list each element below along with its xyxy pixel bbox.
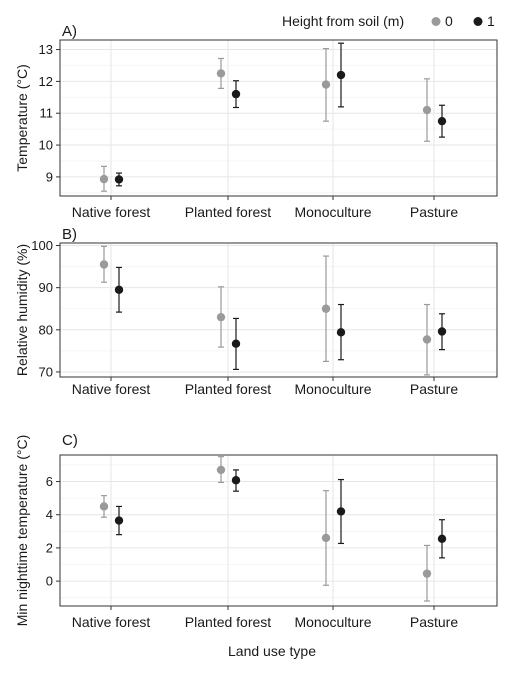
data-point-series-0: [216, 312, 226, 322]
x-tick-label: Native forest: [72, 614, 151, 630]
x-axis-title: Land use type: [228, 643, 316, 659]
data-point-series-1: [114, 175, 124, 184]
x-tick-label: Pasture: [410, 381, 458, 397]
legend-label-0: 0: [445, 13, 453, 29]
panel-min-night-temp: 0 2 4 6 Native forest Planted forest Monocultu…: [14, 432, 498, 630]
y-axis-title: Relative humidity (%): [14, 244, 30, 376]
panels: 9 10 11 12 13 Native forest Planted forest Mono…: [14, 23, 498, 630]
y-tick-label: 2: [46, 540, 53, 555]
data-point-series-1: [336, 328, 346, 337]
y-tick-label: 10: [39, 138, 53, 153]
data-point-series-1: [336, 70, 346, 80]
data-point-series-0: [321, 80, 331, 89]
data-point-series-1: [437, 327, 447, 336]
legend: Height from soil (m) 0 1: [282, 13, 495, 29]
y-tick-label: 13: [39, 42, 53, 57]
x-tick-label: Planted forest: [185, 204, 271, 220]
legend-title: Height from soil (m): [282, 13, 404, 29]
legend-label-1: 1: [487, 13, 495, 29]
x-tick-label: Planted forest: [185, 614, 271, 630]
panel-label: A): [62, 23, 77, 40]
data-point-series-0: [99, 260, 109, 269]
data-point-series-0: [422, 335, 432, 344]
panel-temperature: 9 10 11 12 13 Native forest Planted forest Mono…: [14, 23, 498, 220]
x-tick-label: Monoculture: [294, 381, 371, 397]
data-point-series-0: [422, 569, 432, 578]
data-point-series-0: [99, 174, 109, 184]
y-tick-label: 80: [39, 322, 53, 337]
legend-marker-1: [473, 17, 483, 26]
y-tick-label: 6: [46, 474, 53, 489]
data-point-series-1: [231, 476, 241, 485]
panel-label: B): [62, 226, 77, 243]
data-point-series-0: [321, 533, 331, 543]
y-axis-title: Temperature (°C): [14, 64, 30, 172]
y-tick-label: 90: [39, 280, 53, 295]
y-tick-label: 100: [31, 238, 53, 253]
panel-frame: [59, 454, 498, 607]
data-point-series-1: [437, 534, 447, 543]
y-axis-title: Min nighttime temperature (°C): [14, 435, 30, 627]
x-tick-label: Native forest: [72, 381, 151, 397]
data-point-series-1: [231, 339, 241, 348]
legend-marker-0: [431, 17, 441, 26]
data-point-series-0: [99, 502, 109, 511]
x-tick-label: Native forest: [72, 204, 151, 220]
x-tick-label: Monoculture: [294, 204, 371, 220]
data-point-series-0: [422, 105, 432, 115]
data-point-series-0: [321, 304, 331, 313]
y-tick-label: 70: [39, 364, 53, 379]
x-tick-label: Monoculture: [294, 614, 371, 630]
y-tick-label: 4: [46, 507, 53, 522]
y-tick-label: 12: [39, 74, 53, 89]
panel-label: C): [62, 432, 78, 449]
panel-frame: [59, 242, 498, 378]
x-tick-label: Pasture: [410, 204, 458, 220]
panel-humidity: 70 80 90 100 Native forest Planted forest Mono…: [14, 226, 498, 397]
panel-frame: [59, 39, 498, 197]
data-point-series-1: [114, 285, 124, 294]
y-tick-label: 9: [46, 169, 53, 184]
data-point-series-0: [216, 69, 226, 78]
data-point-series-0: [216, 465, 226, 475]
data-point-series-1: [336, 507, 346, 516]
data-point-series-1: [231, 89, 241, 99]
y-tick-label: 11: [40, 106, 54, 121]
x-tick-label: Planted forest: [185, 381, 271, 397]
x-tick-label: Pasture: [410, 614, 458, 630]
y-tick-label: 0: [46, 574, 53, 589]
data-point-series-1: [437, 116, 447, 126]
data-point-series-1: [114, 516, 124, 525]
